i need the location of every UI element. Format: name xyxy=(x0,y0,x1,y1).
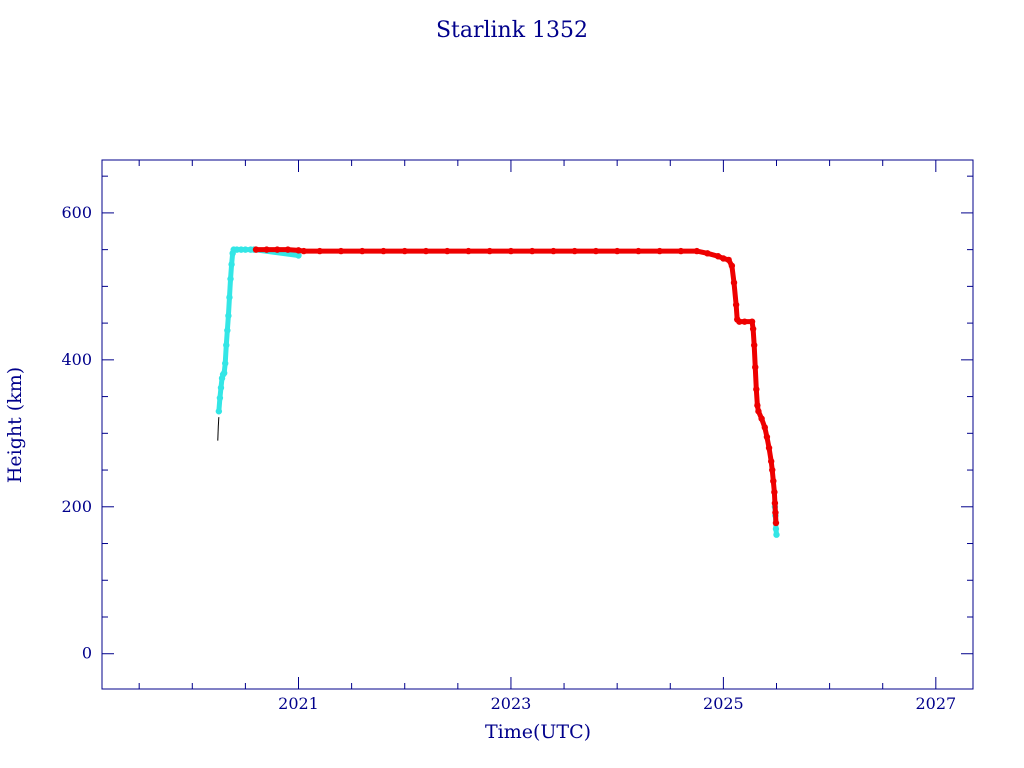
x-axis-label: Time(UTC) xyxy=(485,721,591,743)
y-tick-label: 200 xyxy=(61,497,92,516)
data-trail xyxy=(752,364,759,392)
data-trail xyxy=(225,294,232,319)
data-trail xyxy=(226,276,234,300)
axis-ticks: 2021 2023 2025 2027 0 200 400 600 xyxy=(61,160,973,713)
x-tick-label: 2025 xyxy=(703,694,744,713)
x-tick-label: 2027 xyxy=(915,694,956,713)
x-tick-label: 2023 xyxy=(491,694,532,713)
data-trail xyxy=(731,280,739,308)
data-trail xyxy=(222,342,229,367)
data-points xyxy=(215,246,780,538)
x-tick-label: 2021 xyxy=(278,694,319,713)
data-trail xyxy=(750,326,757,348)
data-trail xyxy=(772,510,779,526)
y-axis-label: Height (km) xyxy=(4,367,26,483)
data-trail xyxy=(773,526,779,538)
data-trail xyxy=(729,263,737,286)
data-trail xyxy=(751,342,758,370)
chart-title: Starlink 1352 xyxy=(436,18,588,43)
y-tick-label: 0 xyxy=(82,644,92,663)
y-tick-label: 400 xyxy=(61,350,92,369)
y-tick-label: 600 xyxy=(61,203,92,222)
data-trail xyxy=(753,386,760,408)
data-segment xyxy=(217,417,220,426)
data-segment xyxy=(217,425,219,441)
plot-frame xyxy=(101,159,974,690)
